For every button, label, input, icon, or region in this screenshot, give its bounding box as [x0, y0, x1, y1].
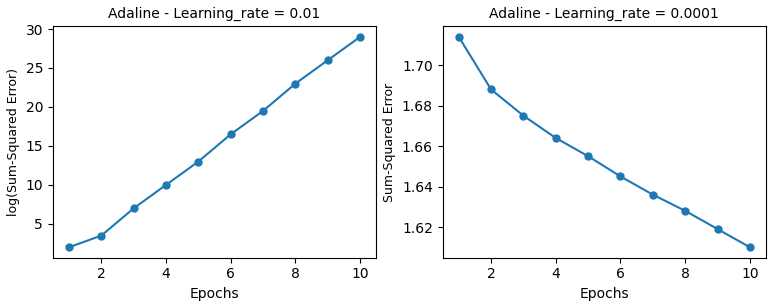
- Y-axis label: Sum-Squared Error: Sum-Squared Error: [383, 83, 397, 202]
- Y-axis label: log(Sum-Squared Error): log(Sum-Squared Error): [7, 68, 20, 216]
- Title: Adaline - Learning_rate = 0.01: Adaline - Learning_rate = 0.01: [108, 7, 321, 21]
- X-axis label: Epochs: Epochs: [580, 287, 629, 301]
- Title: Adaline - Learning_rate = 0.0001: Adaline - Learning_rate = 0.0001: [489, 7, 719, 21]
- X-axis label: Epochs: Epochs: [190, 287, 240, 301]
